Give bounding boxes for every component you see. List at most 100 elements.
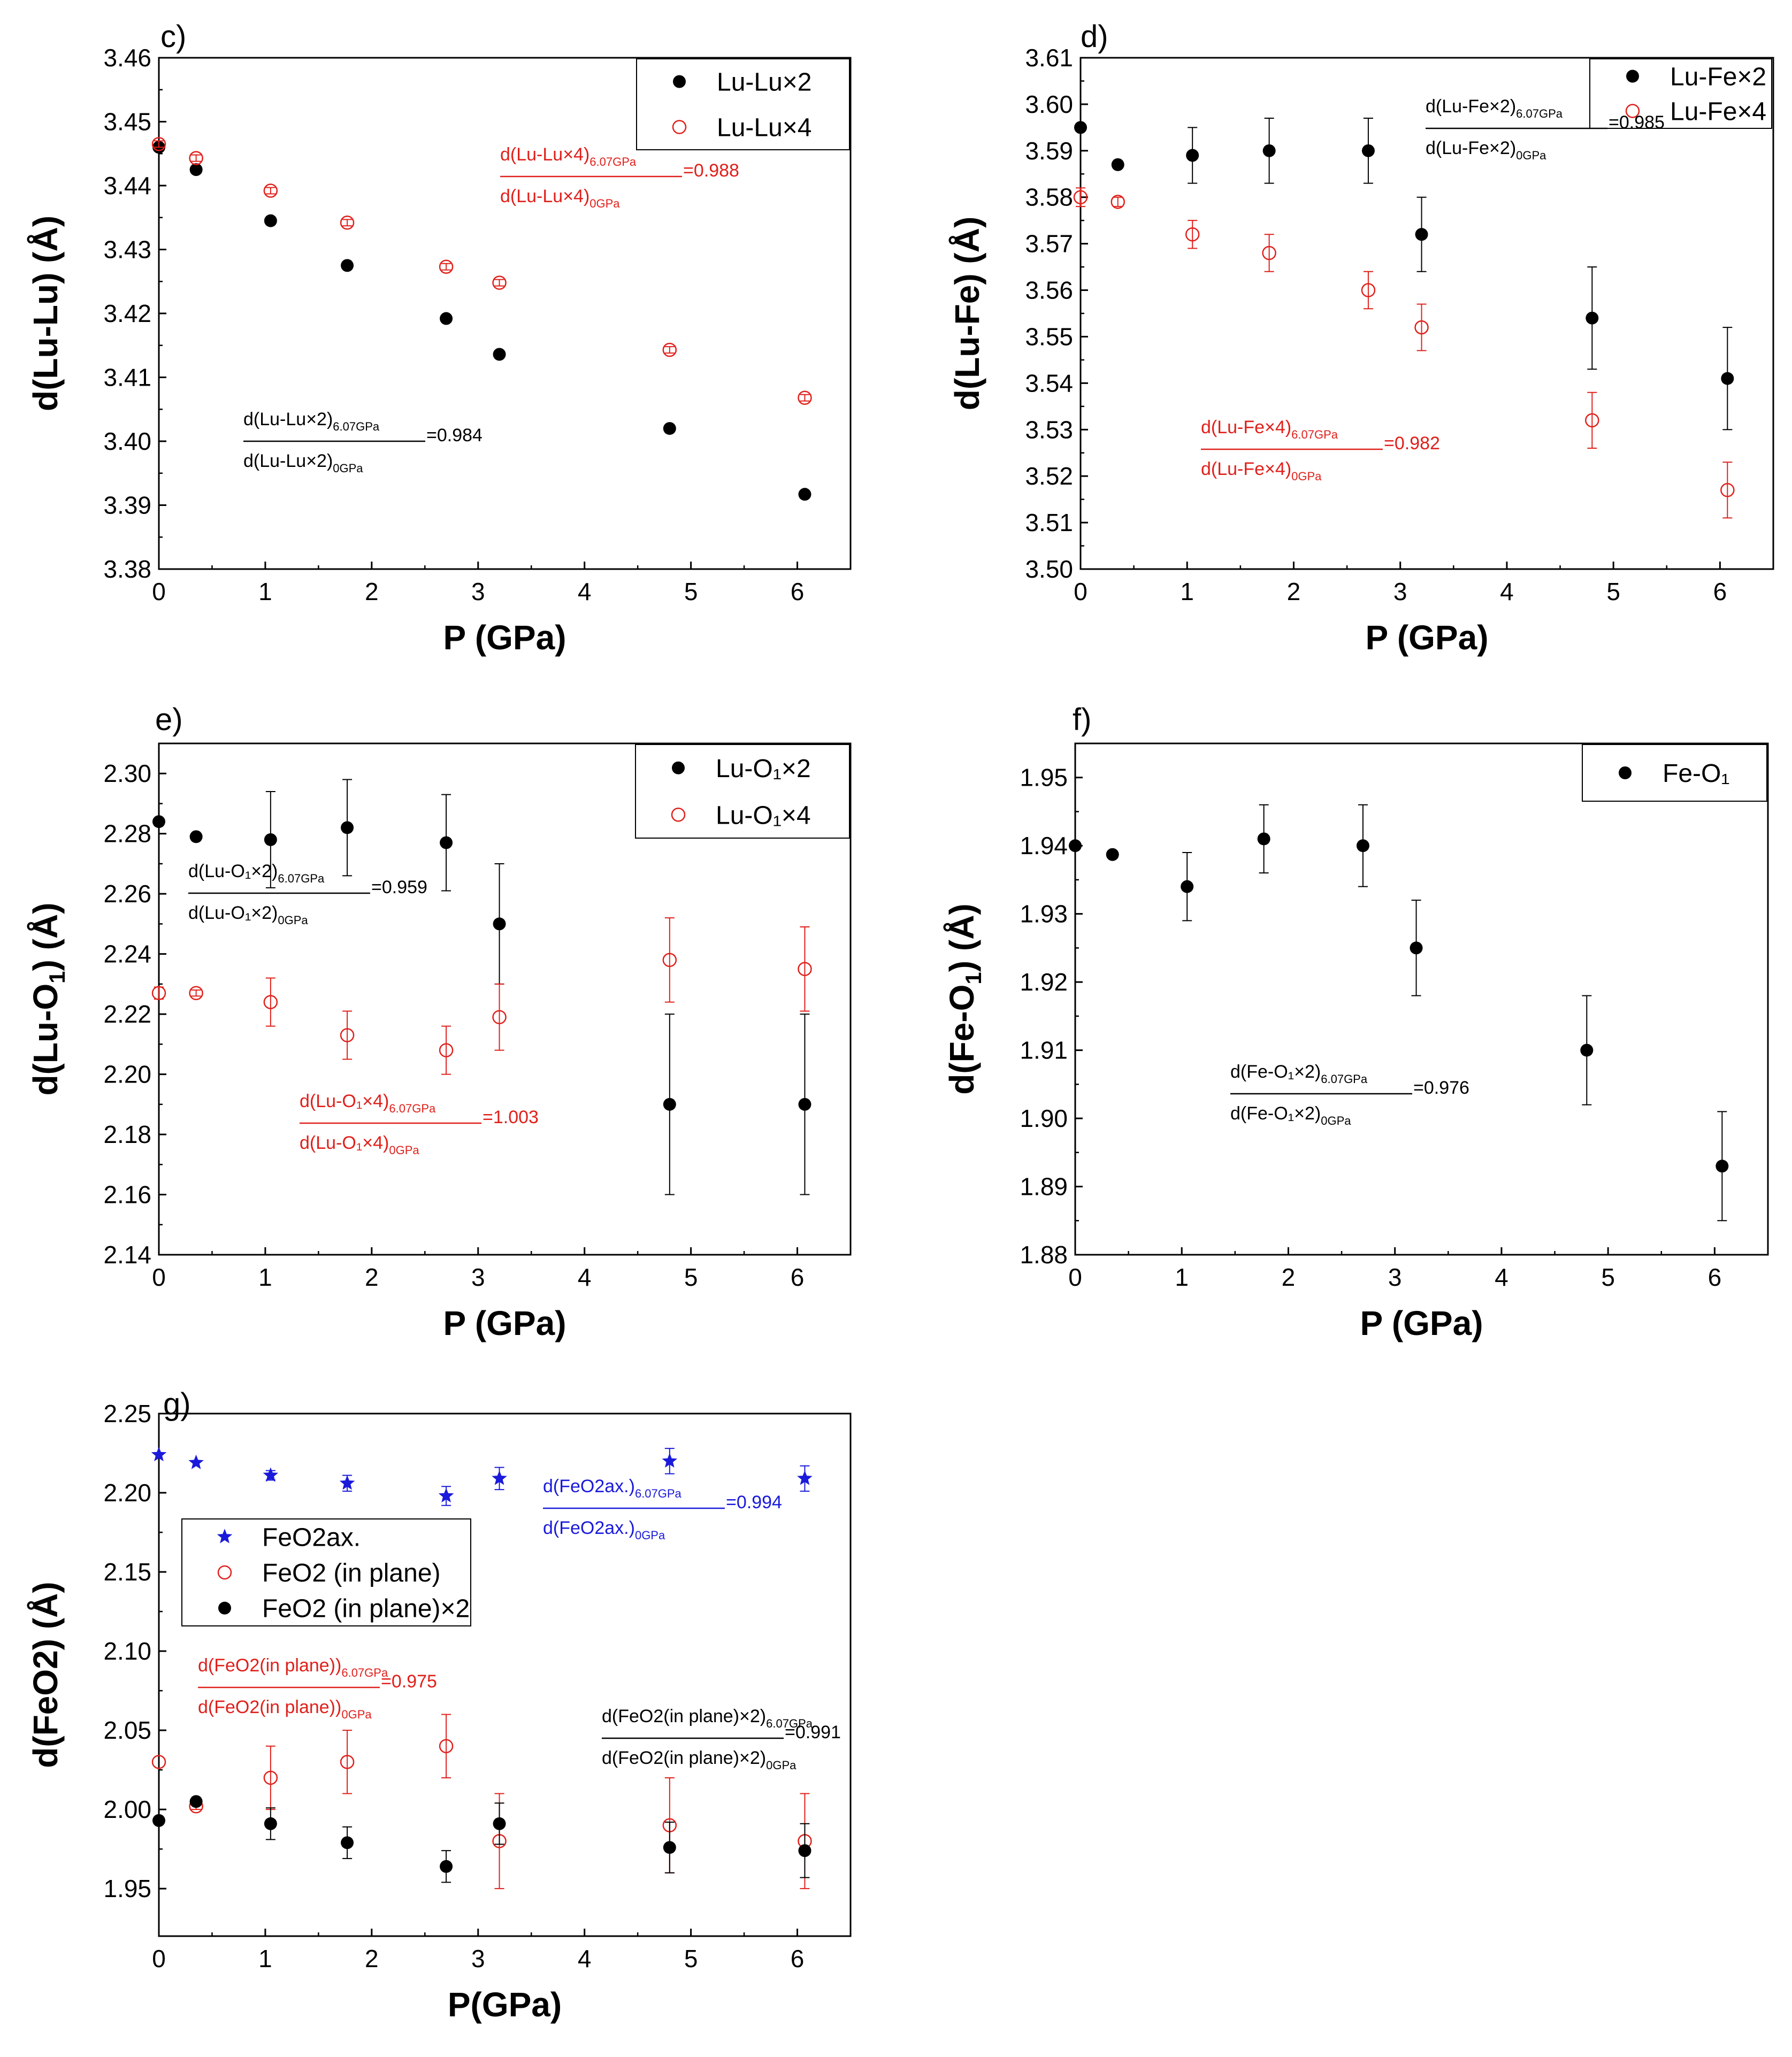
data-point: [663, 1097, 676, 1111]
annotation-subscript: 0GPa: [1321, 1114, 1351, 1127]
y-tick-label: 3.60: [1025, 90, 1073, 118]
chart-panel-2: 0 1 2 3 4 5 6 2.14 2.16 2.18 2.20 2.22 2.24 2.26 2.28 2…: [26, 702, 852, 1342]
annotation-subscript: 0GPa: [341, 1708, 372, 1721]
legend-marker: [217, 1565, 232, 1580]
data-point: [797, 1470, 813, 1485]
y-tick-label: 3.38: [103, 555, 151, 583]
x-tick-label: 3: [1388, 1263, 1402, 1291]
x-tick-label: 4: [578, 1945, 592, 1972]
annotation-numerator: d(FeO2(in plane)×2)6.07GPa: [602, 1706, 813, 1730]
legend-entry: Lu-Fe×2: [1670, 63, 1766, 91]
annotation-denominator: d(Fe-O₁×2)0GPa: [1230, 1103, 1351, 1127]
data-point: [340, 216, 355, 230]
y-tick-label: 2.28: [103, 820, 151, 848]
annotation-numerator: d(Lu-Fe×4)6.07GPa: [1201, 417, 1338, 441]
x-tick-label: 4: [578, 1263, 592, 1291]
y-tick-label: 2.20: [103, 1479, 151, 1507]
plot-area: [151, 779, 812, 1195]
y-tick-label: 3.44: [103, 172, 151, 199]
x-tick-label: 6: [1708, 1263, 1722, 1291]
annotation-ratio: =1.003: [483, 1107, 539, 1127]
y-tick-label: 2.25: [103, 1400, 151, 1427]
data-point: [264, 214, 277, 227]
annotation-subscript: 0GPa: [766, 1759, 797, 1772]
y-axis-label-part: d(Lu-O: [26, 984, 65, 1096]
y-tick-label: 2.05: [103, 1716, 151, 1744]
annotation-denominator: d(Lu-Fe×2)0GPa: [1426, 138, 1546, 162]
data-point: [1415, 228, 1428, 241]
legend-entry: Lu-O₁×2: [716, 755, 811, 783]
annotation-denominator: d(Lu-Lu×4)0GPa: [500, 186, 620, 210]
data-point: [798, 962, 812, 977]
data-point: [188, 1454, 204, 1469]
legend-marker: [1626, 70, 1639, 83]
annotation-numerator: d(FeO2ax.)6.07GPa: [543, 1476, 682, 1500]
data-point: [341, 1836, 354, 1849]
y-tick-label: 3.54: [1025, 369, 1073, 397]
y-tick-label: 3.40: [103, 427, 151, 455]
y-tick-label: 3.61: [1025, 44, 1073, 72]
data-point: [492, 1010, 507, 1024]
x-tick-label: 1: [1180, 578, 1194, 605]
data-point: [189, 151, 203, 165]
legend-box: [635, 744, 850, 839]
legend-entry: FeO2 (in plane): [262, 1559, 441, 1587]
legend-box: [636, 58, 850, 150]
x-axis-label: P (GPa): [1366, 618, 1489, 657]
legend-box: [1589, 58, 1772, 129]
x-tick-label: 1: [258, 1945, 272, 1972]
panel-label: e): [155, 702, 183, 737]
x-tick-label: 1: [258, 1263, 272, 1291]
data-point: [440, 312, 453, 325]
annotation-numerator: d(Lu-Fe×2)6.07GPa: [1426, 96, 1563, 120]
plot-frame: [1079, 57, 1774, 570]
data-point: [341, 821, 354, 834]
annotation-numerator: d(Lu-Lu×2)6.07GPa: [243, 409, 380, 433]
y-tick-label: 3.50: [1025, 555, 1073, 583]
annotation-numerator: d(Lu-Lu×4)6.07GPa: [500, 144, 637, 168]
ratio-annotation: d(FeO2(in plane)×2)6.07GPa=0.991 d(FeO2(i…: [602, 1706, 841, 1772]
data-point: [189, 986, 203, 1001]
data-point: [263, 183, 278, 198]
data-point: [1262, 245, 1276, 260]
legend-entry: FeO2 (in plane)×2: [262, 1595, 470, 1623]
data-point: [798, 1844, 811, 1858]
annotation-numerator: d(FeO2(in plane))6.07GPa: [198, 1655, 388, 1679]
legend-entry: Lu-Lu×4: [717, 114, 812, 142]
data-point: [151, 1447, 167, 1462]
annotation-ratio: =0.959: [371, 877, 427, 897]
annotation-denominator: d(FeO2ax.)0GPa: [543, 1518, 665, 1542]
x-axis-label: P (GPa): [443, 618, 566, 657]
data-point: [663, 1841, 676, 1854]
y-tick-label: 3.46: [103, 44, 151, 72]
annotation-numerator: d(Lu-O₁×2)6.07GPa: [188, 861, 325, 885]
data-point: [1361, 144, 1375, 157]
data-point: [339, 1475, 355, 1490]
y-tick-label: 3.51: [1025, 509, 1073, 536]
legend: Lu-Lu×2 Lu-Lu×4: [636, 58, 850, 150]
y-tick-label: 2.22: [103, 1000, 151, 1028]
y-tick-label: 3.52: [1025, 462, 1073, 490]
legend-entry: Lu-O₁×4: [716, 801, 811, 830]
chart-panel-4: 0 1 2 3 4 5 6 1.95 2.00 2.05 2.10 2.15 2.20 2.25 g) P(G…: [26, 1387, 852, 2024]
data-point: [798, 390, 812, 405]
annotation-subscript: 6.07GPa: [1321, 1072, 1368, 1086]
annotation-subscript: 6.07GPa: [278, 872, 325, 885]
annotation-subscript: 6.07GPa: [333, 420, 380, 433]
y-axis-label-part: d(Lu-Fe) (Å): [948, 217, 986, 411]
annotation-denominator: d(Lu-O₁×2)0GPa: [188, 903, 308, 927]
legend-box: [1582, 744, 1767, 802]
ratio-annotation: d(Lu-O₁×2)6.07GPa =0.959 d(Lu-O₁×2)0GPa: [188, 861, 427, 927]
data-point: [1185, 227, 1200, 242]
data-point: [662, 342, 677, 357]
legend-entry: Lu-Lu×2: [717, 68, 812, 97]
data-point: [1410, 941, 1423, 955]
y-axis-label: d(FeO2) (Å): [26, 1582, 65, 1768]
annotation-numerator: d(Lu-O₁×4)6.07GPa: [300, 1091, 436, 1115]
y-tick-label: 1.92: [1020, 968, 1068, 996]
data-point: [152, 1814, 165, 1827]
annotation-ratio: =0.991: [785, 1722, 841, 1743]
data-point: [264, 1817, 277, 1830]
y-tick-label: 3.39: [103, 492, 151, 519]
annotation-subscript: 0GPa: [589, 197, 620, 210]
